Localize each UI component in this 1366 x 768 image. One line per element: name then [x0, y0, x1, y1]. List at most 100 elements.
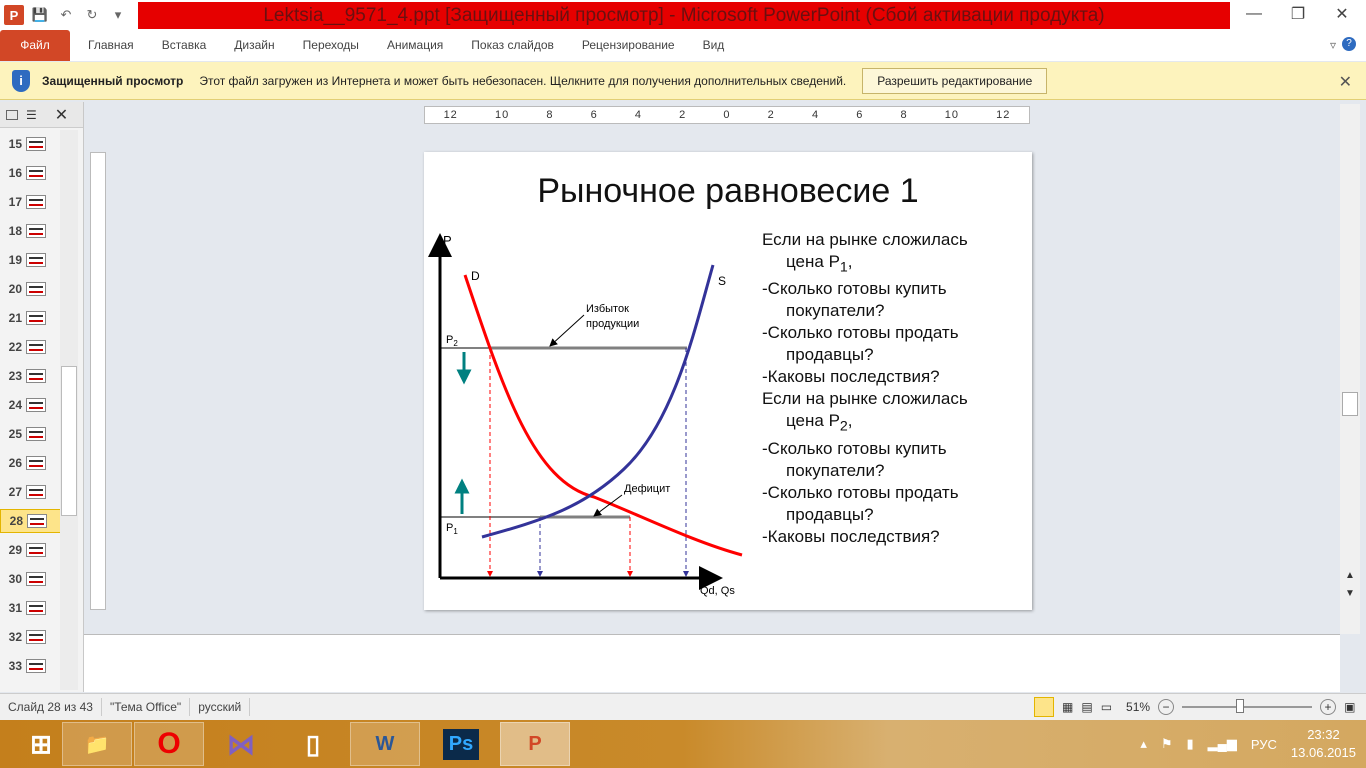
slide-thumbnail[interactable]: 33 [0, 654, 62, 678]
slide-preview [26, 282, 46, 296]
close-infobar-icon[interactable]: ✕ [1338, 74, 1352, 91]
clock[interactable]: 23:32 13.06.2015 [1291, 726, 1356, 762]
slide-thumbnail[interactable]: 21 [0, 306, 62, 330]
tab-slideshow[interactable]: Показ слайдов [471, 38, 554, 52]
slideshow-icon[interactable]: ▭ [1100, 700, 1113, 714]
input-language[interactable]: РУС [1250, 736, 1277, 752]
tab-home[interactable]: Главная [88, 38, 134, 52]
slide-preview [26, 456, 46, 470]
zoom-slider[interactable] [1182, 699, 1313, 713]
slide-thumbnail[interactable]: 28 [0, 509, 62, 533]
reading-view-icon[interactable]: ▤ [1081, 700, 1093, 714]
slide-thumbnail[interactable]: 30 [0, 567, 62, 591]
tab-view[interactable]: Вид [702, 38, 725, 52]
slide-thumbnail[interactable]: 23 [0, 364, 62, 388]
enable-editing-button[interactable]: Разрешить редактирование [862, 67, 1048, 94]
info-shield-icon: i [12, 69, 30, 92]
ribbon-tabs: Файл Главная Вставка Дизайн Переходы Ани… [0, 30, 1366, 61]
slide-thumbnail[interactable]: 16 [0, 161, 62, 185]
slide-thumbnail[interactable]: 27 [0, 480, 62, 504]
bullet-line: -Сколько готовы купить [762, 438, 947, 458]
slide-preview [26, 485, 46, 499]
save-icon[interactable]: 💾 [31, 7, 49, 22]
zoom-out-icon[interactable]: − [1158, 699, 1175, 715]
minimize-button[interactable]: — [1246, 5, 1262, 22]
previous-slide-icon[interactable]: ▲ [1345, 570, 1355, 581]
protected-view-message[interactable]: Этот файл загружен из Интернета и может … [199, 73, 847, 88]
ruler-label: 10 [944, 109, 959, 121]
slide-thumbnail[interactable]: 32 [0, 625, 62, 649]
tab-design[interactable]: Дизайн [234, 38, 275, 52]
start-windows-icon[interactable]: ⊞ [30, 728, 52, 759]
surplus-label-line2: продукции [586, 318, 639, 330]
zoom-level[interactable]: 51% [1126, 700, 1151, 714]
slide-preview [26, 369, 46, 383]
slide-thumbnail[interactable]: 29 [0, 538, 62, 562]
slides-panel-scroll-thumb[interactable] [61, 366, 77, 516]
close-button[interactable]: ✕ [1335, 6, 1349, 23]
photoshop-icon[interactable]: Ps [426, 722, 496, 766]
slide-title[interactable]: Рыночное равновесие 1 [537, 172, 919, 210]
supply-label: S [718, 274, 726, 288]
next-slide-icon[interactable]: ▼ [1345, 588, 1355, 599]
slide-number: 28 [9, 514, 23, 528]
battery-icon[interactable]: ▮ [1186, 736, 1194, 751]
opera-icon[interactable]: O [134, 722, 204, 766]
slide-thumbnail[interactable]: 31 [0, 596, 62, 620]
file-explorer-icon[interactable]: 📁 [62, 722, 132, 766]
tab-animations[interactable]: Анимация [386, 38, 444, 52]
tab-insert[interactable]: Вставка [161, 38, 207, 52]
redo-icon[interactable]: ↻ [86, 7, 98, 22]
powerpoint-app-icon[interactable]: P [4, 5, 24, 25]
normal-view-icon[interactable] [1034, 697, 1054, 717]
customize-qat-icon[interactable]: ▾ [114, 7, 122, 22]
slide-thumbnail[interactable]: 26 [0, 451, 62, 475]
action-center-flag-icon[interactable]: ⚑ [1160, 736, 1173, 751]
surplus-label-line1: Избыток [586, 303, 629, 315]
blank-document-icon[interactable]: ▯ [305, 728, 321, 759]
tab-review[interactable]: Рецензирование [581, 38, 675, 52]
slide-thumbnail[interactable]: 25 [0, 422, 62, 446]
bullet-cont-text: покупатели? [786, 301, 885, 321]
slide-preview [26, 659, 46, 673]
tab-file[interactable]: Файл [0, 30, 70, 61]
bullet-item: Если на рынке сложилась цена P2, [762, 389, 1032, 436]
slide-thumbnail[interactable]: 18 [0, 219, 62, 243]
bullet-cont-text: покупатели? [786, 460, 885, 480]
language[interactable]: русский [190, 698, 251, 716]
close-panel-icon[interactable]: ✕ [54, 106, 69, 124]
help-icon[interactable]: ? [1342, 37, 1356, 51]
word-icon[interactable]: W [350, 722, 420, 766]
maximize-button[interactable]: ❐ [1290, 6, 1306, 23]
slide-text-body[interactable]: Если на рынке сложилась цена P1, -Сколько … [762, 230, 1032, 549]
slide-thumbnail[interactable]: 20 [0, 277, 62, 301]
tab-transitions[interactable]: Переходы [302, 38, 359, 52]
fit-slide-icon[interactable]: ▣ [1344, 700, 1356, 714]
slide-thumbnail[interactable]: 19 [0, 248, 62, 272]
undo-icon[interactable]: ↶ [60, 7, 72, 22]
slide-thumbnail[interactable]: 17 [0, 190, 62, 214]
show-hidden-icons[interactable]: ▴ [1140, 736, 1147, 751]
bullet-item: -Сколько готовы купить покупатели? [762, 279, 1032, 321]
network-signal-icon[interactable]: ▂▄▆ [1207, 736, 1237, 751]
slide-sorter-icon[interactable]: ▦ [1062, 700, 1074, 714]
bullet-item: -Сколько готовы продать продавцы? [762, 323, 1032, 365]
p1-label: P1 [446, 522, 458, 536]
slide-thumbnail[interactable]: 24 [0, 393, 62, 417]
slide-canvas[interactable]: Рыночное равновесие 1 P D S P2 P1 Избыто… [424, 152, 1032, 610]
outline-tab-icon[interactable]: ☰ [26, 107, 37, 122]
slide-thumbnail[interactable]: 22 [0, 335, 62, 359]
ribbon-collapse-icon[interactable]: ▿ [1329, 38, 1336, 52]
slide-thumbnail[interactable]: 15 [0, 132, 62, 156]
visual-studio-icon[interactable]: ⋈ [227, 728, 255, 760]
bullet-continuation: продавцы? [762, 345, 1032, 365]
slide-preview [26, 398, 46, 412]
zoom-slider-thumb[interactable] [1235, 699, 1244, 713]
powerpoint-taskbar-icon[interactable]: P [500, 722, 570, 766]
slide-scrollbar[interactable]: ▲ ▼ [1340, 104, 1360, 634]
vertical-ruler [90, 152, 106, 610]
slides-tab-icon[interactable] [6, 109, 18, 120]
notes-pane[interactable] [84, 634, 1340, 692]
zoom-in-icon[interactable]: + [1320, 699, 1337, 715]
slide-scroll-thumb[interactable] [1342, 392, 1358, 416]
